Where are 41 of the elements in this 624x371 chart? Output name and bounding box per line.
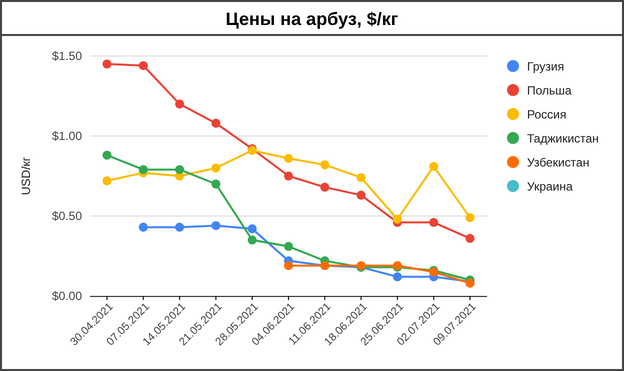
y-tick-label: $1.50: [52, 48, 82, 63]
y-axis-title: USD/кг: [19, 156, 33, 196]
point: [102, 59, 112, 69]
point: [138, 165, 148, 174]
point: [138, 61, 148, 70]
point: [211, 179, 220, 189]
legend-label: Грузия: [527, 60, 564, 74]
legend-label: Польша: [527, 84, 572, 98]
point: [284, 261, 294, 270]
chart-title: Цены на арбуз, $/кг: [226, 9, 399, 29]
point: [320, 182, 330, 192]
legend-label: Россия: [527, 108, 566, 122]
y-tick-label: $0.50: [52, 208, 82, 223]
point: [175, 165, 184, 174]
point: [356, 173, 366, 182]
legend-label: Узбекистан: [527, 156, 590, 170]
point: [211, 221, 220, 230]
legend-label: Таджикистан: [527, 132, 599, 146]
point: [465, 213, 475, 222]
y-tick-label: $1.00: [52, 128, 82, 143]
point: [392, 214, 402, 224]
point: [248, 235, 257, 245]
point: [356, 190, 366, 200]
point: [175, 99, 184, 109]
point: [429, 162, 438, 171]
point: [102, 176, 112, 186]
point: [211, 118, 220, 128]
point: [465, 234, 475, 243]
point: [102, 150, 112, 160]
point: [138, 222, 148, 232]
point: [284, 154, 294, 163]
point: [284, 171, 294, 181]
y-tick-label: $0.00: [52, 288, 82, 303]
point: [320, 160, 330, 170]
legend-label: Украина: [527, 180, 574, 194]
point: [211, 163, 220, 173]
point: [175, 222, 184, 232]
point: [248, 224, 257, 234]
point: [284, 242, 294, 251]
point: [429, 218, 438, 227]
point: [392, 272, 402, 282]
